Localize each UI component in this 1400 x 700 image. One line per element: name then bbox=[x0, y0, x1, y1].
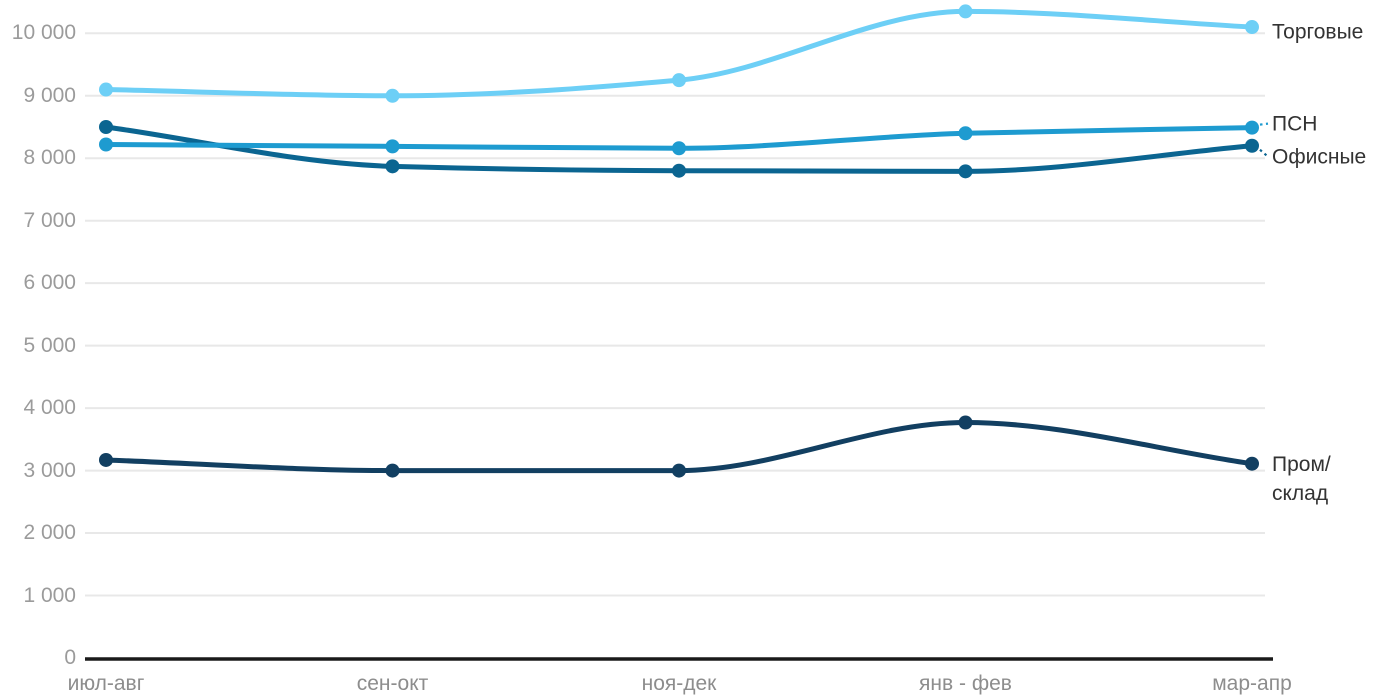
x-axis-tick-label-2: сен-окт bbox=[356, 672, 429, 695]
series-label-3: Офисные bbox=[1272, 145, 1367, 169]
data-point-1-3 bbox=[672, 73, 686, 88]
y-axis-tick-label-3000: 3 000 bbox=[23, 458, 76, 482]
data-point-1-2 bbox=[385, 88, 400, 103]
series-label-1: Торговые bbox=[1272, 20, 1364, 44]
y-axis-tick-label-1000: 1 000 bbox=[23, 583, 76, 607]
y-axis-tick-label-2000: 2 000 bbox=[23, 521, 76, 545]
x-axis-tick-label-1: июл-авг bbox=[67, 672, 145, 695]
data-point-1-4 bbox=[958, 4, 973, 19]
data-point-3-4 bbox=[958, 164, 973, 179]
data-point-2-2 bbox=[385, 139, 400, 154]
data-point-3-2 bbox=[385, 159, 400, 174]
x-axis-tick-label-3: ноя-дек bbox=[641, 672, 717, 695]
data-point-3-1 bbox=[99, 120, 113, 135]
y-axis-tick-label-8000: 8 000 bbox=[23, 146, 76, 170]
y-axis-tick-label-6000: 6 000 bbox=[23, 271, 76, 295]
data-point-4-1 bbox=[99, 452, 113, 467]
y-axis-tick-label-5000: 5 000 bbox=[23, 333, 76, 357]
data-point-1-5 bbox=[1245, 20, 1259, 35]
data-point-4-4 bbox=[958, 415, 973, 430]
data-point-4-2 bbox=[385, 463, 400, 478]
data-point-4-3 bbox=[672, 463, 686, 478]
x-axis-tick-label-4: янв - фев bbox=[919, 672, 1012, 695]
x-axis-tick-label-5: мар-апр bbox=[1212, 672, 1292, 695]
series-line-4 bbox=[103, 419, 1255, 474]
data-point-2-4 bbox=[958, 126, 973, 141]
y-axis-tick-label-9000: 9 000 bbox=[23, 83, 76, 107]
data-point-3-3 bbox=[672, 163, 686, 178]
y-axis-tick-label-7000: 7 000 bbox=[23, 208, 76, 232]
y-axis-tick-label-10000: 10 000 bbox=[11, 21, 76, 45]
series-label-4: Пром/склад bbox=[1272, 452, 1331, 505]
label-connector-3 bbox=[1259, 148, 1269, 158]
data-point-2-5 bbox=[1245, 120, 1259, 135]
label-connector-2 bbox=[1259, 122, 1269, 126]
y-axis-tick-label-4000: 4 000 bbox=[23, 396, 76, 420]
data-point-4-5 bbox=[1245, 456, 1259, 471]
y-axis-tick-label-0: 0 bbox=[64, 646, 76, 669]
data-point-2-3 bbox=[672, 141, 686, 156]
data-point-3-5 bbox=[1245, 138, 1259, 153]
series-label-2: ПСН bbox=[1272, 112, 1318, 136]
data-point-1-1 bbox=[99, 82, 113, 97]
data-point-2-1 bbox=[99, 137, 113, 152]
